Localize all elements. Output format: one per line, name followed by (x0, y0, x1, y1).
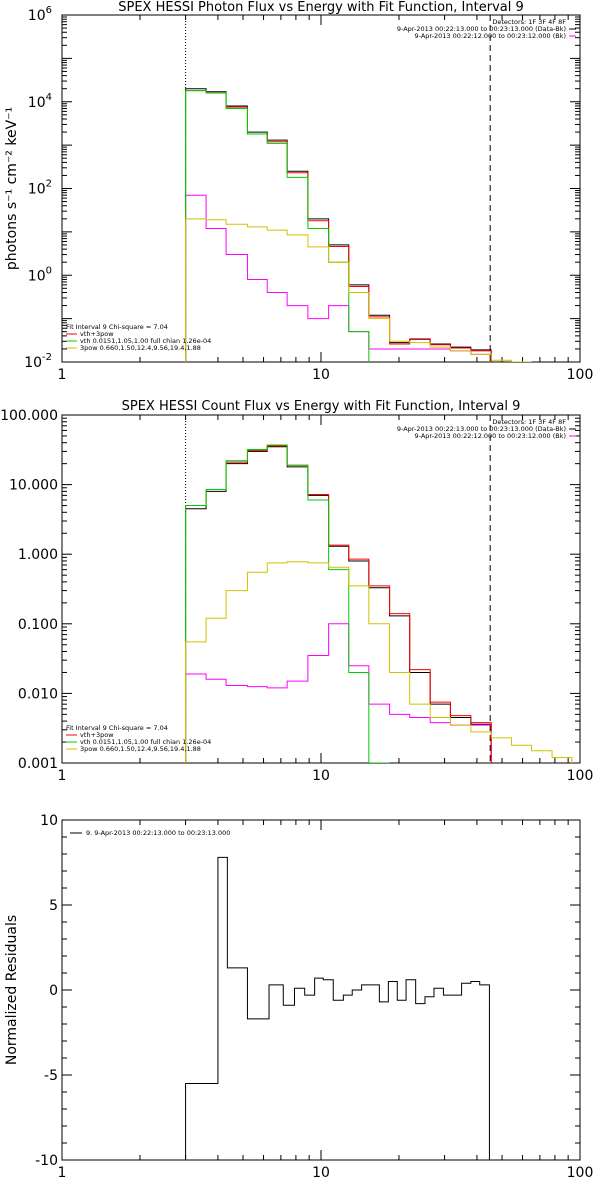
legend-text: 9. 9-Apr-2013 00:22:13.000 to 00:23:13.0… (86, 829, 230, 837)
series-1-line (185, 88, 492, 362)
x-tick-label: 1 (58, 367, 67, 383)
y-tick-label: 0.010 (18, 686, 58, 702)
series-4-line (185, 90, 370, 362)
x-tick-label: 10 (312, 768, 330, 784)
chart-panel-2: 1 10 100 0.001 0.010 0.100 1.000 10.000 100.000 S… (0, 399, 593, 784)
legend-text: Fit Interval 9 Chi-square = 7.04 (66, 724, 168, 732)
y-tick-label: 0.100 (18, 617, 58, 633)
series-5-line (185, 218, 532, 362)
y-tick-label: 0 (49, 983, 58, 999)
legend-text: vth 0.0151,1.05,1.00 full chian 1.26e-04 (80, 738, 211, 746)
y-tick-label: -5 (44, 1068, 58, 1084)
y-tick-label: 104 (28, 92, 52, 111)
chart-panel-1: 1 10 100 10-2 100 102 104 106 SPEX HESSI Photon … (4, 0, 593, 383)
legend-text: 9-Apr-2013 00:22:12.000 to 00:23:12.000 … (415, 32, 566, 40)
chart-panel-3: 1 10 100 -10 -5 0 5 10 Normalized Residuals 9. 9-… (4, 813, 593, 1181)
plot-frame (61, 819, 581, 1161)
series-4-line (185, 444, 390, 763)
y-tick-label: 0.001 (18, 756, 58, 772)
chart-title: SPEX HESSI Count Flux vs Energy with Fit… (122, 399, 521, 414)
legend-text: vth+3pow (80, 731, 114, 739)
legend-text: 3pow 0.660,1.50,12.4,9.56,19.4,1.88 (80, 344, 201, 352)
x-tick-label: 1 (58, 1165, 67, 1181)
y-tick-label: 5 (49, 898, 58, 914)
y-tick-label: 106 (28, 5, 52, 24)
y-tick-label: 100.000 (0, 408, 58, 424)
x-tick-label: 10 (312, 367, 330, 383)
legend-text: Detectors: 1F 3F 4F 8F (492, 418, 566, 426)
series-1-line (185, 856, 490, 1160)
legend-text: 3pow 0.660,1.50,12.4,9.56,19.4,1.88 (80, 745, 201, 753)
y-tick-label: 100 (28, 265, 52, 284)
legend-text: 9-Apr-2013 00:22:13.000 to 00:23:13.000 … (397, 425, 566, 433)
y-tick-label: 10 (40, 813, 58, 829)
x-tick-label: 1 (58, 768, 67, 784)
y-tick-label: -10 (35, 1153, 58, 1169)
y-tick-label: 10-2 (24, 352, 52, 371)
series-3-line (185, 445, 492, 763)
x-tick-label: 10 (312, 1165, 330, 1181)
x-tick-label: 100 (567, 1165, 594, 1181)
y-axis-label: Normalized Residuals (4, 915, 20, 1065)
x-tick-label: 100 (567, 367, 594, 383)
series-2-line (185, 194, 492, 362)
legend-text: 9-Apr-2013 00:22:13.000 to 00:23:13.000 … (397, 25, 566, 33)
legend-text: vth+3pow (80, 330, 114, 338)
legend-text: 9-Apr-2013 00:22:12.000 to 00:23:12.000 … (415, 432, 566, 440)
y-axis-label: photons s⁻¹ cm⁻² keV⁻¹ (4, 107, 20, 270)
series-3-line (185, 90, 492, 362)
x-tick-label: 100 (567, 768, 594, 784)
series-5-line (185, 561, 573, 763)
legend-text: Detectors: 1F 3F 4F 8F (492, 18, 566, 26)
y-tick-label: 10.000 (9, 478, 58, 494)
chart-title: SPEX HESSI Photon Flux vs Energy with Fi… (118, 0, 524, 15)
plot-frame (61, 414, 581, 764)
series-1-line (185, 446, 492, 763)
legend-text: Fit Interval 9 Chi-square = 7.04 (66, 323, 168, 331)
y-tick-label: 102 (28, 179, 52, 198)
y-tick-label: 1.000 (18, 547, 58, 563)
series-2-line (185, 623, 492, 763)
plot-frame (61, 14, 581, 363)
legend-text: vth 0.0151,1.05,1.00 full chian 1.26e-04 (80, 337, 211, 345)
